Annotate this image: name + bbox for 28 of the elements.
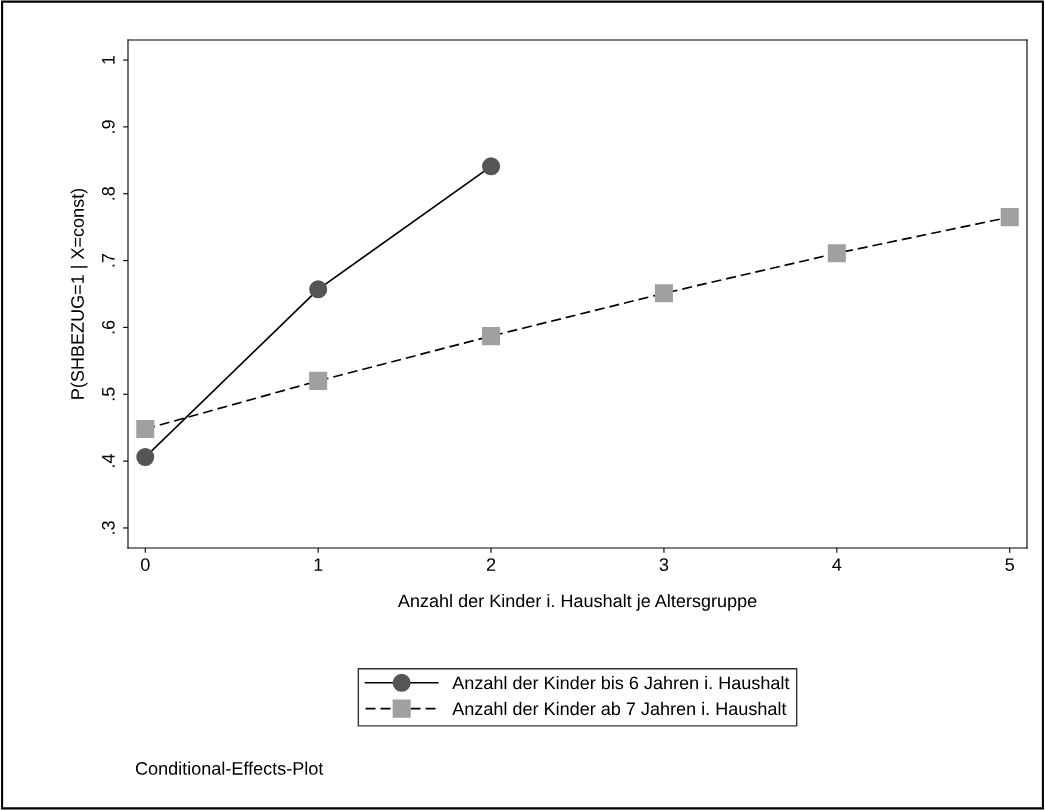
legend-label: Anzahl der Kinder bis 6 Jahren i. Haushalt: [452, 676, 790, 690]
point: [827, 244, 846, 263]
y-tick-label: .4: [102, 454, 115, 467]
point: [136, 448, 155, 467]
point: [136, 419, 155, 439]
y-tick-label: .5: [102, 387, 115, 401]
y-tick-label: .9: [101, 120, 115, 133]
x-tick-label: 0: [140, 558, 150, 571]
x-tick-label: 1: [314, 558, 323, 571]
point: [309, 371, 328, 390]
point: [1000, 208, 1019, 227]
y-tick-label: 1: [102, 55, 115, 64]
y-tick-label: .7: [102, 253, 115, 267]
y-tick-label: .6: [101, 320, 115, 334]
y-tick-label: .3: [101, 521, 115, 534]
x-tick-label: 2: [486, 558, 496, 571]
point: [309, 280, 328, 299]
legend-label: Anzahl der Kinder ab 7 Jahren i. Haushalt: [452, 701, 787, 716]
x-tick-label: 3: [659, 558, 669, 571]
point: [654, 284, 673, 303]
y-tick-label: .8: [101, 186, 115, 200]
x-tick-label: 4: [832, 558, 842, 571]
x-tick-label: 5: [1005, 558, 1014, 571]
y-axis-title: P(SHBEZUG=1 | X=const): [70, 188, 88, 399]
point: [482, 327, 501, 346]
x-axis-title: Anzahl der Kinder i. Haushalt je Altersgruppe: [397, 594, 757, 611]
text: Conditional-Effects-Plot: [135, 761, 324, 775]
point: [482, 157, 501, 176]
